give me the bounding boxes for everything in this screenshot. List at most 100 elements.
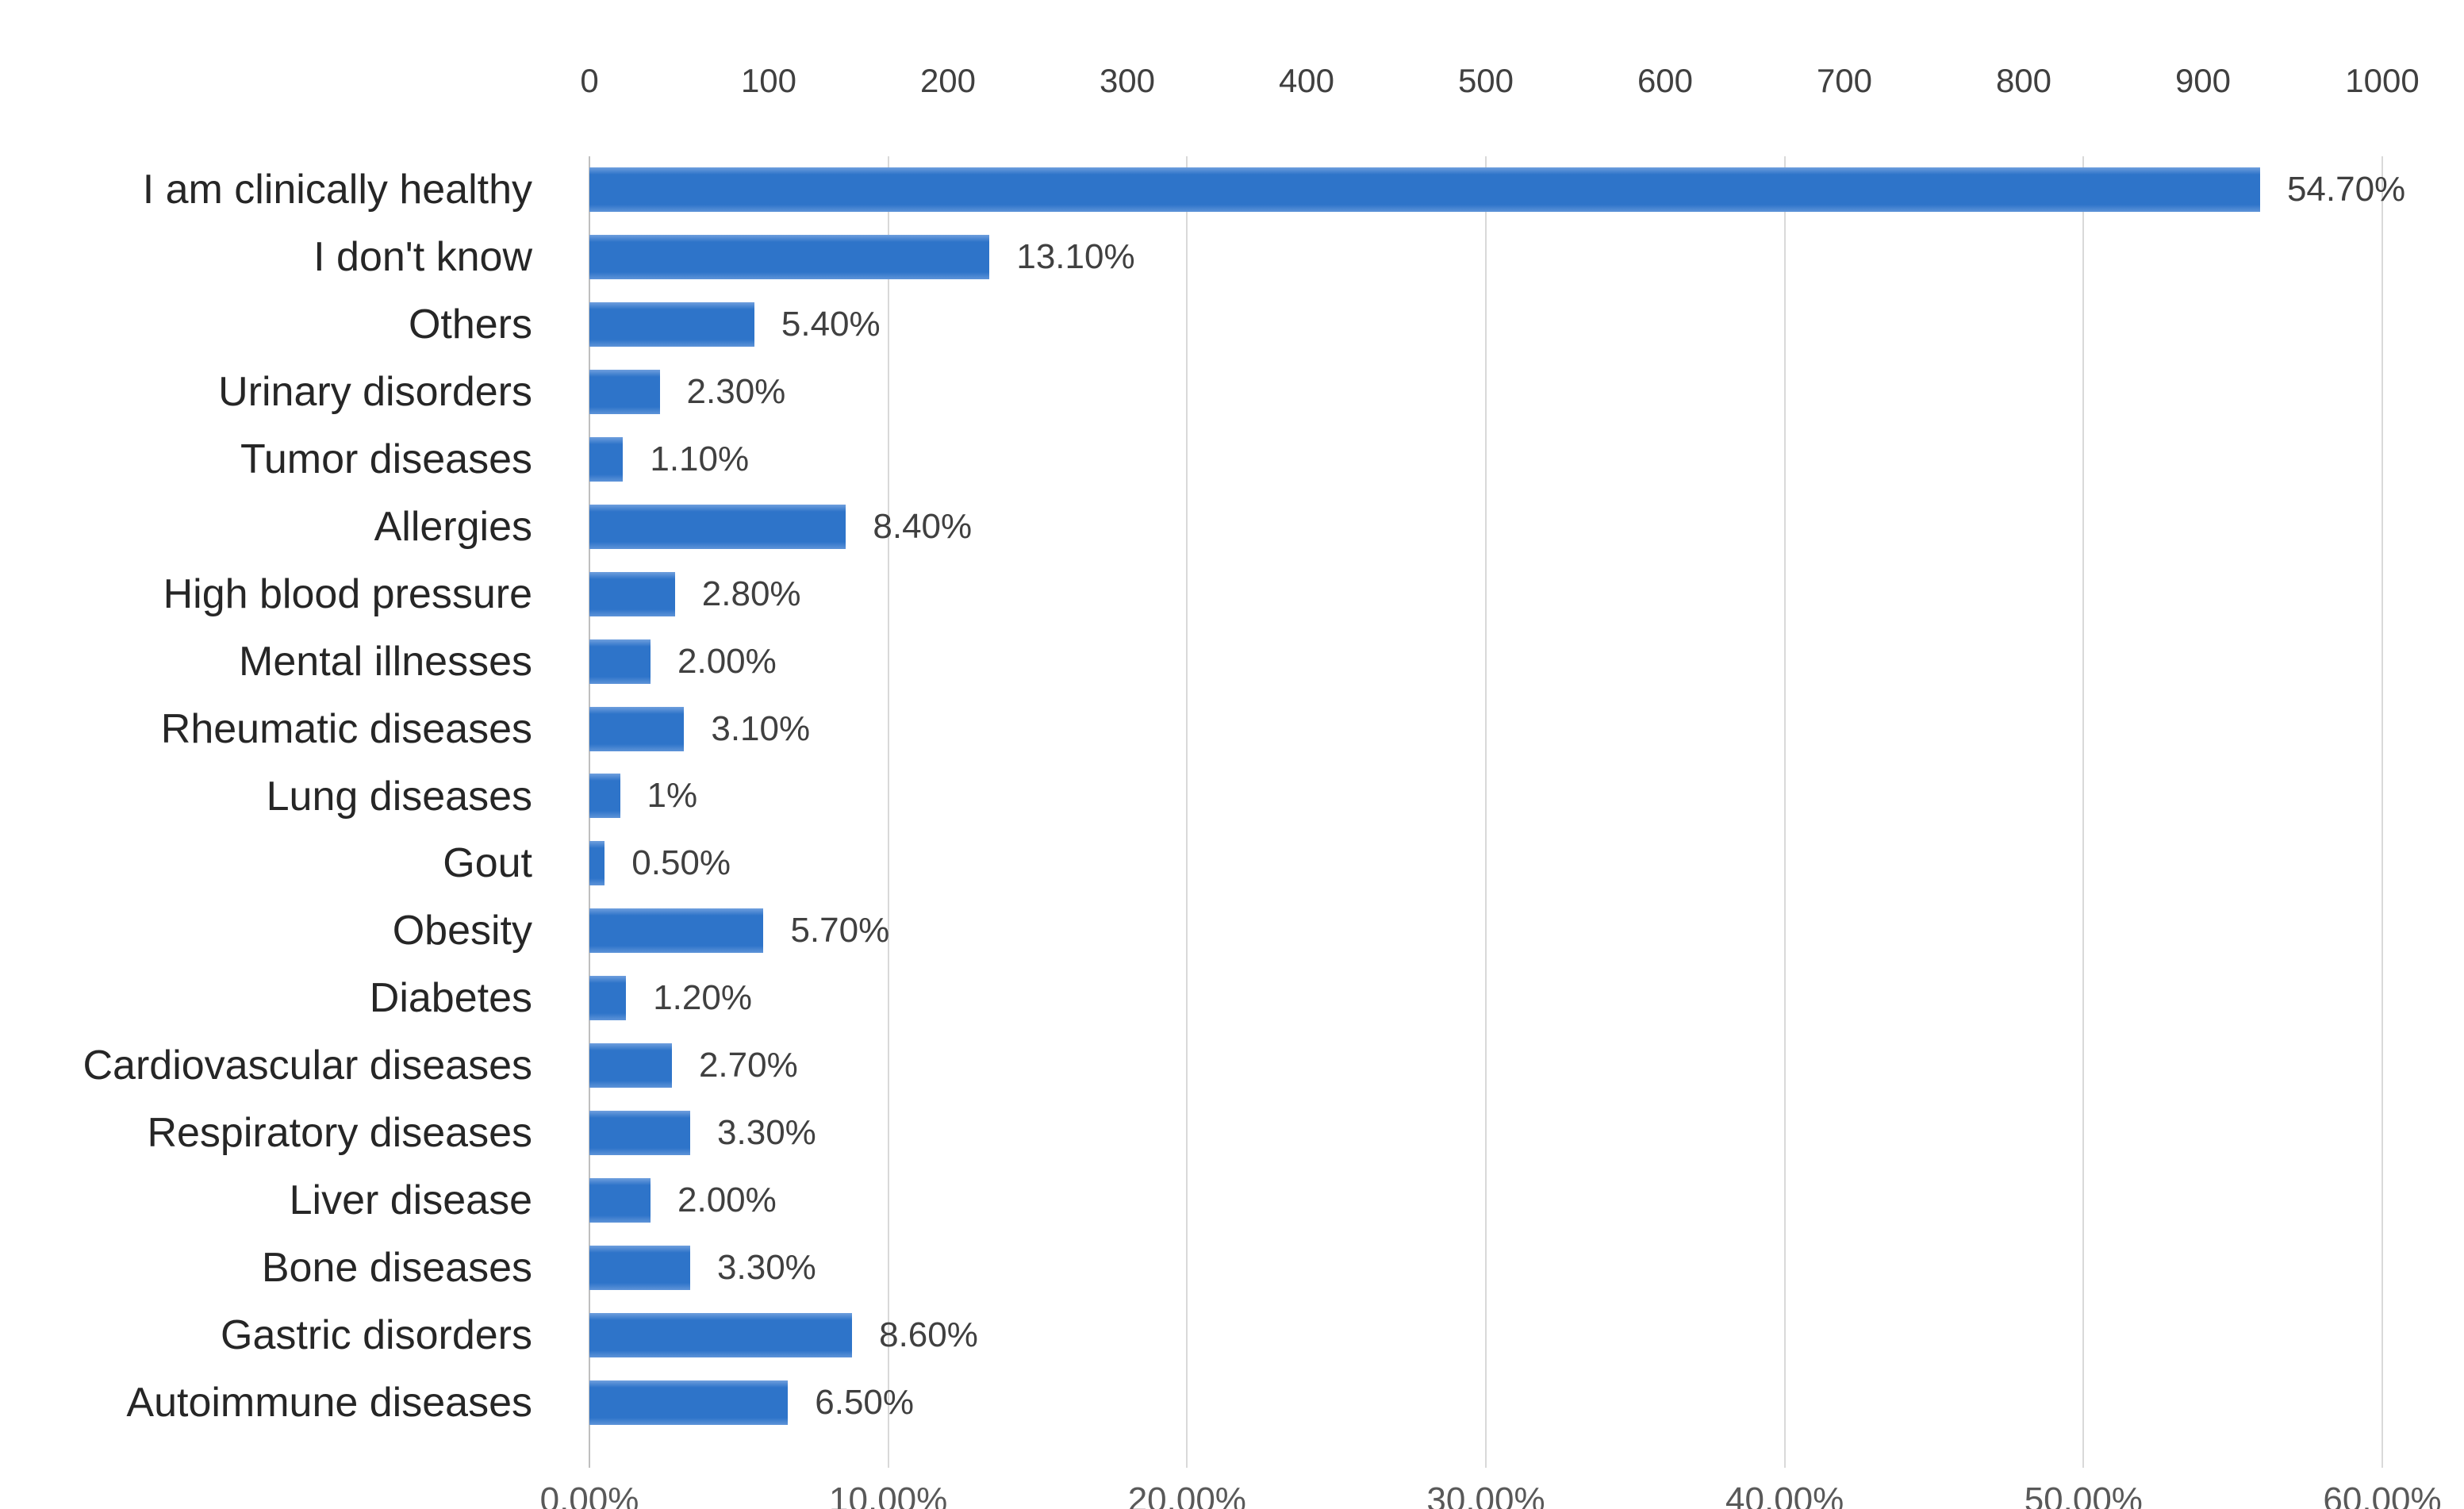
value-label: 2.80% (701, 574, 801, 613)
category-label: Others (408, 301, 532, 348)
value-label: 1.10% (650, 440, 750, 479)
top-axis-tick: 0 (580, 62, 599, 99)
value-label: 2.00% (677, 641, 777, 681)
value-label: 2.00% (677, 1180, 777, 1219)
bar (589, 1312, 853, 1357)
category-axis: I am clinically healthy I don't know Other… (0, 156, 561, 1436)
category-label: Diabetes (369, 975, 532, 1022)
gridline (2082, 156, 2085, 1468)
value-label: 3.10% (711, 708, 811, 748)
bottom-axis-tick: 20.00% (1127, 1480, 1246, 1509)
category-label: Obesity (392, 908, 532, 954)
bottom-axis-tick: 50.00% (2024, 1480, 2143, 1509)
category-label: Autoimmune diseases (126, 1379, 532, 1426)
bar (589, 841, 605, 886)
category-label: Tumor diseases (240, 436, 532, 483)
bar (589, 639, 651, 684)
bar-row: 5.40% (589, 291, 2382, 359)
value-label: 3.30% (717, 1247, 816, 1287)
bar-row: 2.70% (589, 1032, 2382, 1100)
top-axis-tick: 900 (2174, 62, 2232, 99)
top-axis-tick: 600 (1637, 62, 1694, 99)
category-label: Allergies (374, 503, 532, 550)
bar-row: 1.10% (589, 426, 2382, 493)
bar-row: 3.30% (589, 1234, 2382, 1301)
gridline (1783, 156, 1786, 1468)
bottom-axis-tick: 0.00% (539, 1480, 639, 1509)
bar (589, 1043, 672, 1089)
bar-row: 3.30% (589, 1100, 2382, 1167)
category-label: Liver disease (289, 1177, 532, 1223)
gridline (2381, 156, 2383, 1468)
category-label: High blood pressure (163, 570, 532, 617)
value-label: 1% (647, 776, 698, 816)
category-label: Respiratory diseases (147, 1109, 532, 1156)
top-axis-tick: 700 (1816, 62, 1873, 99)
value-label: 13.10% (1016, 237, 1135, 277)
top-axis-tick: 400 (1278, 62, 1335, 99)
bar-row: 54.70% (589, 156, 2405, 224)
bar-row: 2.30% (589, 359, 2382, 426)
top-axis-tick: 300 (1099, 62, 1156, 99)
bar (589, 1110, 691, 1155)
bar (589, 437, 624, 482)
bar-row: 2.80% (589, 560, 2382, 628)
value-label: 8.60% (879, 1315, 978, 1354)
bar-row: 6.50% (589, 1369, 2382, 1436)
value-label: 0.50% (631, 843, 731, 883)
bar (589, 774, 620, 819)
category-label: I am clinically healthy (142, 167, 532, 213)
bar (589, 302, 754, 347)
bar (589, 571, 675, 616)
category-label: Gout (443, 840, 532, 887)
bar-row: 0.50% (589, 830, 2382, 897)
value-label: 2.70% (698, 1046, 798, 1085)
bar (589, 1380, 789, 1425)
bar (589, 976, 627, 1021)
category-label: Gastric disorders (221, 1311, 532, 1358)
bar-row: 8.60% (589, 1301, 2382, 1369)
bar-row: 2.00% (589, 1166, 2382, 1234)
bar (589, 1245, 691, 1290)
top-axis-tick: 500 (1457, 62, 1514, 99)
value-label: 5.70% (790, 911, 890, 950)
gridline (1485, 156, 1487, 1468)
category-label: Lung diseases (266, 773, 532, 820)
category-label: Mental illnesses (239, 638, 532, 685)
bottom-axis-tick: 60.00% (2323, 1480, 2442, 1509)
bar (589, 908, 764, 954)
value-label: 8.40% (873, 506, 973, 546)
bottom-axis-tick: 30.00% (1426, 1480, 1545, 1509)
top-axis-tick: 200 (919, 62, 977, 99)
bar (589, 235, 990, 280)
bar-row: 5.70% (589, 897, 2382, 965)
bar (589, 504, 846, 549)
category-label: I don't know (313, 234, 532, 281)
bar (589, 706, 685, 751)
value-label: 2.30% (686, 372, 786, 412)
gridline (887, 156, 889, 1468)
category-label: Bone diseases (261, 1244, 532, 1291)
bar-row: 2.00% (589, 628, 2382, 695)
bottom-axis-tick: 40.00% (1725, 1480, 1844, 1509)
bar-row: 13.10% (589, 224, 2382, 291)
bar (589, 1177, 651, 1223)
value-label: 6.50% (815, 1382, 915, 1422)
bottom-axis-tick: 10.00% (829, 1480, 948, 1509)
bar-row: 1% (589, 762, 2382, 830)
value-label: 5.40% (781, 305, 881, 344)
top-axis-tick: 100 (740, 62, 797, 99)
category-label: Urinary disorders (218, 369, 532, 416)
value-label: 3.30% (717, 1112, 816, 1152)
bar-row: 1.20% (589, 965, 2382, 1032)
value-label: 1.20% (653, 978, 752, 1018)
bar-row: 8.40% (589, 493, 2382, 560)
gridline (1186, 156, 1188, 1468)
bar (589, 167, 2260, 213)
bar (589, 370, 660, 415)
category-label: Cardiovascular diseases (83, 1042, 533, 1089)
top-axis-tick: 1000 (2345, 62, 2420, 99)
category-label: Rheumatic diseases (160, 705, 532, 752)
bar-row: 3.10% (589, 695, 2382, 762)
